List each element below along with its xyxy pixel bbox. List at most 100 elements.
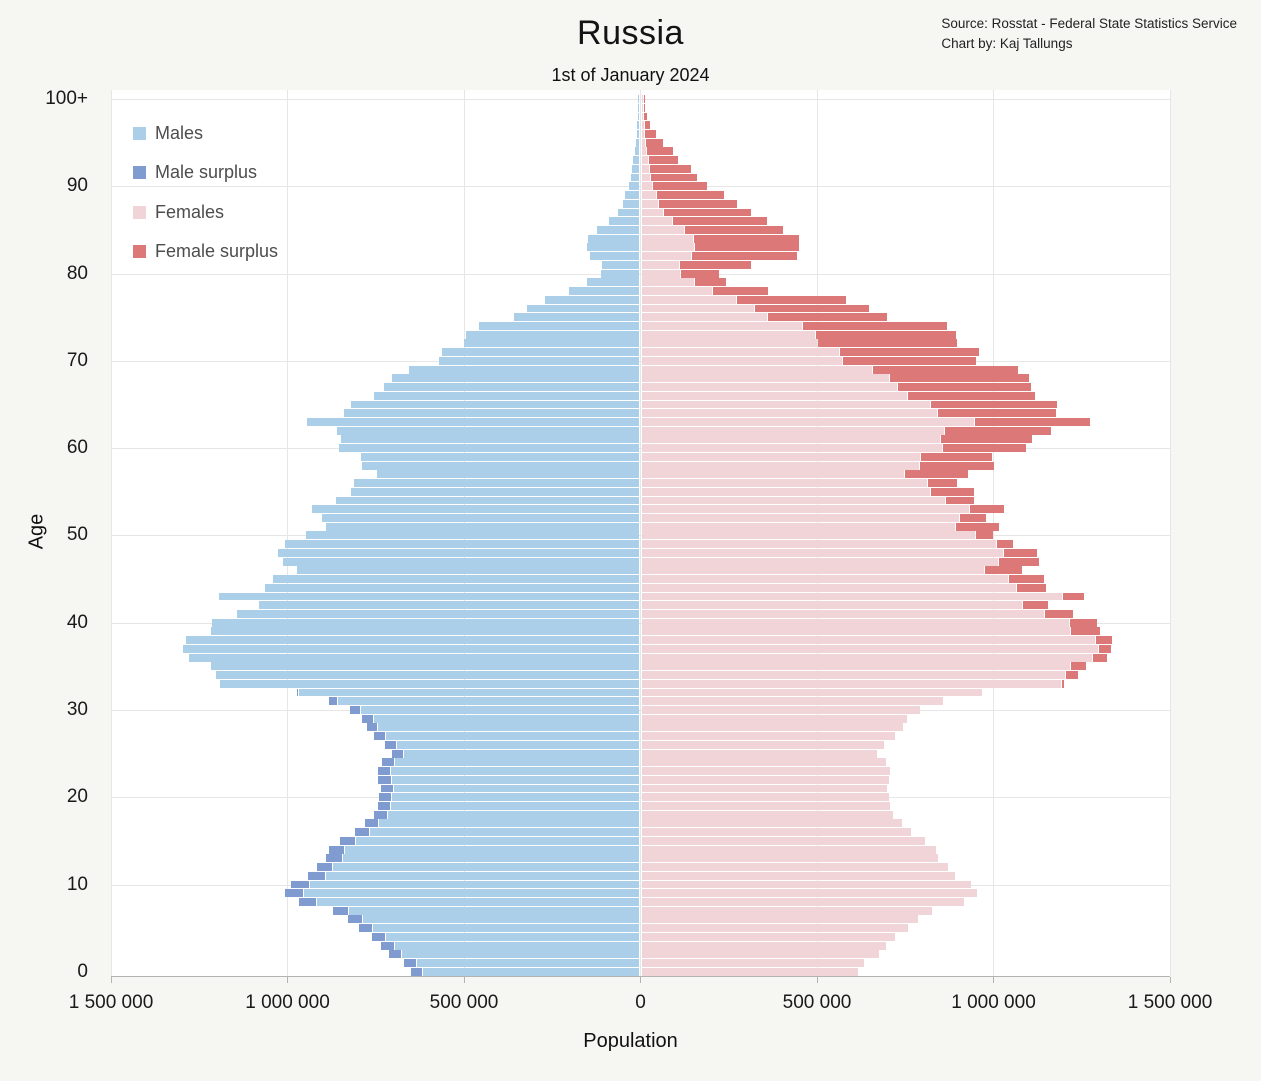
bar-female-surplus-age-82 xyxy=(691,252,797,261)
chart-author-line: Chart by: Kaj Tallungs xyxy=(941,36,1073,51)
x-tick-label: 500 000 xyxy=(782,992,852,1013)
bar-female-surplus-age-87 xyxy=(663,208,751,217)
bar-female-age-33 xyxy=(641,679,1061,688)
bar-male-age-30 xyxy=(360,706,640,714)
bar-female-surplus-age-62 xyxy=(944,426,1052,435)
bar-female-age-60 xyxy=(641,444,942,453)
horizontal-gridline xyxy=(111,622,1170,624)
bar-male-age-22 xyxy=(391,775,640,784)
bar-male-age-59 xyxy=(361,452,640,461)
bar-male-age-32 xyxy=(298,688,640,697)
bar-male-age-74 xyxy=(478,321,640,330)
x-tick-label: 0 xyxy=(635,992,646,1013)
bar-male-surplus-age-18 xyxy=(374,810,387,819)
bar-male-age-20 xyxy=(392,793,640,802)
bar-male-age-73 xyxy=(466,330,640,339)
bar-male-age-89 xyxy=(625,191,640,199)
bar-female-surplus-age-44 xyxy=(1016,583,1047,592)
bar-male-age-13 xyxy=(342,854,640,863)
bar-male-age-92 xyxy=(632,164,640,173)
bar-male-age-33 xyxy=(220,679,640,688)
bar-female-age-79 xyxy=(641,278,695,287)
bar-male-surplus-age-31 xyxy=(328,697,337,706)
legend-item-male_surplus: Male surplus xyxy=(133,158,257,188)
bar-female-surplus-age-89 xyxy=(656,191,725,199)
y-tick-label: 50 xyxy=(66,524,88,546)
bar-female-surplus-age-99 xyxy=(643,103,646,112)
bar-female-age-98 xyxy=(641,112,643,121)
bar-female-age-57 xyxy=(641,470,904,479)
legend-item-males: Males xyxy=(133,118,203,148)
x-tick-mark xyxy=(640,977,641,983)
bar-female-surplus-age-80 xyxy=(681,269,720,278)
bar-female-age-70 xyxy=(641,356,843,365)
x-tick-label: 1 000 000 xyxy=(951,992,1036,1013)
bar-female-age-80 xyxy=(641,269,681,278)
bar-female-age-53 xyxy=(641,505,969,514)
x-tick-label: 1 000 000 xyxy=(245,992,330,1013)
bar-male-age-18 xyxy=(387,810,640,819)
bar-male-surplus-age-6 xyxy=(347,915,362,924)
bar-male-age-14 xyxy=(345,845,640,854)
bar-male-age-49 xyxy=(285,540,640,549)
y-tick-label: 100+ xyxy=(45,88,88,109)
bar-female-age-85 xyxy=(641,225,684,234)
y-tick-label: 10 xyxy=(66,873,88,895)
bar-male-surplus-age-20 xyxy=(378,793,392,802)
bar-male-surplus-age-15 xyxy=(340,836,355,845)
bar-male-surplus-age-7 xyxy=(333,906,349,915)
bar-female-surplus-age-54 xyxy=(945,496,974,505)
bar-male-age-12 xyxy=(333,863,640,871)
bar-female-age-75 xyxy=(641,313,767,322)
bar-male-age-5 xyxy=(373,924,640,933)
bar-male-age-91 xyxy=(630,173,640,182)
bar-female-surplus-age-50 xyxy=(976,531,994,540)
bar-female-surplus-age-93 xyxy=(648,156,678,165)
bar-male-age-24 xyxy=(394,758,640,767)
bar-male-age-47 xyxy=(282,557,640,566)
bar-male-surplus-age-30 xyxy=(350,706,360,714)
bar-female-age-58 xyxy=(641,461,920,470)
bar-male-age-42 xyxy=(259,601,640,610)
bar-female-age-54 xyxy=(641,496,945,505)
x-tick-label: 1 500 000 xyxy=(68,992,154,1013)
y-tick-label: 40 xyxy=(66,611,88,633)
bar-female-age-5 xyxy=(641,924,908,933)
bar-female-surplus-age-46 xyxy=(984,566,1023,575)
bar-male-age-0 xyxy=(423,967,640,976)
bar-male-age-58 xyxy=(361,461,640,470)
legend-label: Males xyxy=(155,122,204,143)
bar-female-age-7 xyxy=(641,906,932,915)
bar-male-surplus-age-10 xyxy=(291,880,309,889)
vertical-gridline xyxy=(993,90,994,976)
bar-female-age-43 xyxy=(641,592,1062,601)
bar-male-age-40 xyxy=(212,618,640,627)
source-line: Source: Rosstat - Federal State Statisti… xyxy=(941,16,1237,31)
bar-female-age-0 xyxy=(641,967,858,976)
bar-female-age-30 xyxy=(641,706,921,714)
bar-female-age-95 xyxy=(641,138,646,147)
bar-female-surplus-age-66 xyxy=(907,391,1036,400)
bar-female-surplus-age-70 xyxy=(843,356,977,365)
bar-female-age-4 xyxy=(641,932,896,941)
bar-female-surplus-age-33 xyxy=(1061,679,1065,688)
bar-male-surplus-age-22 xyxy=(378,775,391,784)
bar-male-age-69 xyxy=(409,365,640,374)
bar-female-surplus-age-69 xyxy=(872,365,1018,374)
bar-female-age-81 xyxy=(641,260,679,269)
legend-label: Male surplus xyxy=(155,162,258,182)
bar-female-surplus-age-52 xyxy=(960,513,987,522)
bar-female-surplus-age-96 xyxy=(645,129,656,138)
bar-female-surplus-age-36 xyxy=(1092,653,1108,662)
bar-male-age-88 xyxy=(622,199,640,208)
bar-male-age-16 xyxy=(369,828,640,837)
bar-female-age-91 xyxy=(641,173,651,182)
bar-female-age-69 xyxy=(641,365,872,374)
bar-female-surplus-age-84 xyxy=(693,234,799,243)
bar-male-age-86 xyxy=(609,217,640,226)
bar-female-age-97 xyxy=(641,121,644,130)
bar-female-age-66 xyxy=(641,391,907,400)
bar-female-age-87 xyxy=(641,208,663,217)
horizontal-gridline xyxy=(111,360,1170,362)
bar-female-surplus-age-72 xyxy=(818,339,958,348)
